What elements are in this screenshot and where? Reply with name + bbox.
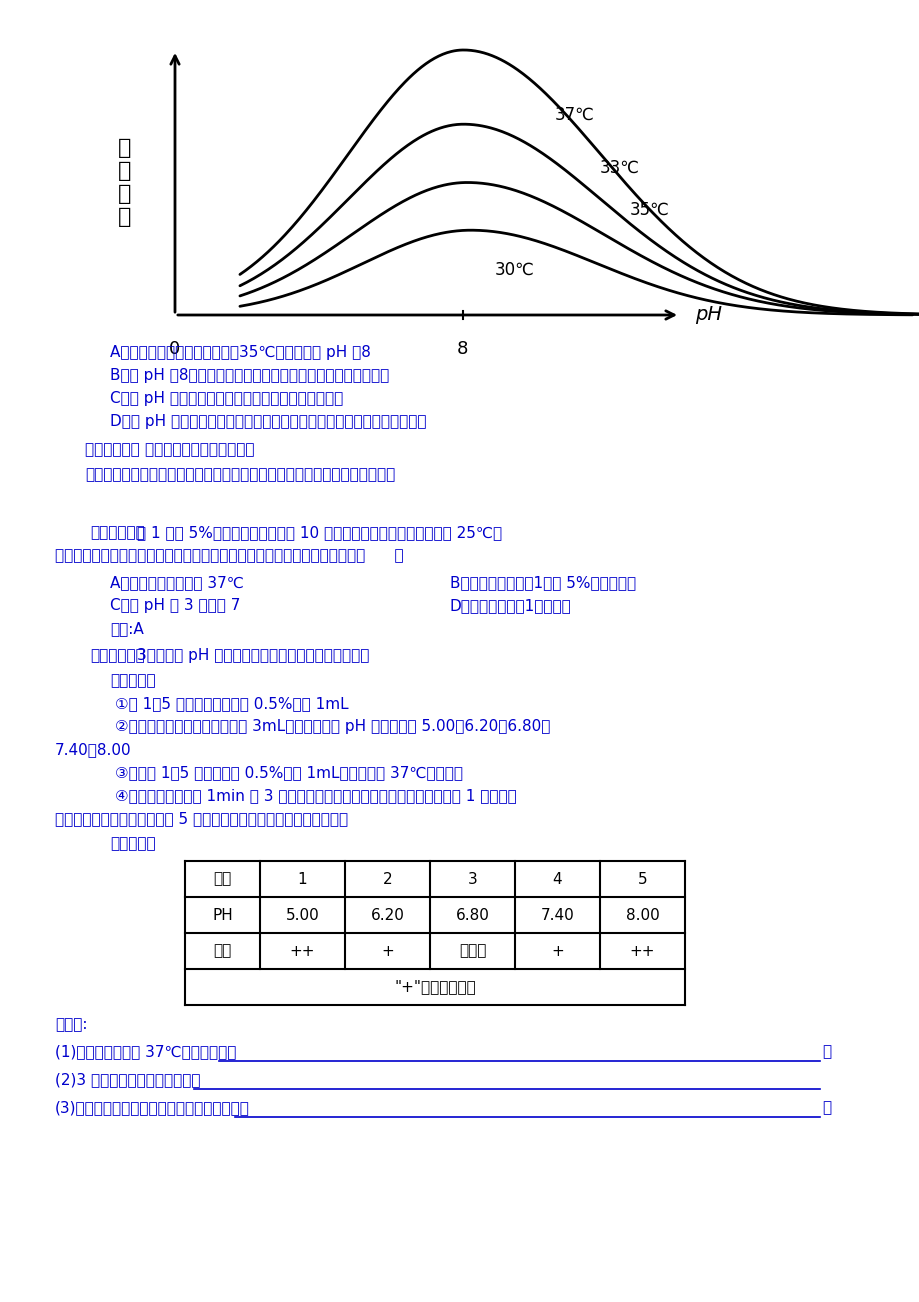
Text: C．随 pH 升高，该酶催化反应的最适温度也逐渐升高: C．随 pH 升高，该酶催化反应的最适温度也逐渐升高: [110, 391, 343, 406]
Text: pH: pH: [694, 306, 721, 324]
Text: ++: ++: [289, 944, 315, 958]
Text: 3、为验证 pH 对唾液淀粉酶活性的影响，实验如下：: 3、为验证 pH 对唾液淀粉酶活性的影响，实验如下：: [137, 648, 369, 663]
Text: 【经典回眸】: 【经典回眸】: [90, 525, 144, 540]
Text: 小组讨论回答下列问题：在探究影响酶活性的条件实验中的注意事项有哪些？: 小组讨论回答下列问题：在探究影响酶活性的条件实验中的注意事项有哪些？: [85, 467, 395, 482]
Text: ②再向试管中加入相应的缓冲液 3mL，使试管中的 pH 依次稳定在 5.00、6.20、6.80、: ②再向试管中加入相应的缓冲液 3mL，使试管中的 pH 依次稳定在 5.00、6…: [115, 719, 550, 734]
Text: 答案:A: 答案:A: [110, 621, 143, 635]
Text: 7.40: 7.40: [540, 907, 573, 923]
Text: 0: 0: [169, 340, 180, 358]
Text: ++: ++: [630, 944, 654, 958]
Text: 6.80: 6.80: [455, 907, 489, 923]
Text: ①在 1～5 号试管中分别加入 0.5%淀粉 1mL: ①在 1～5 号试管中分别加入 0.5%淀粉 1mL: [115, 697, 348, 711]
Text: 【变式训练】: 【变式训练】: [90, 648, 144, 663]
Text: 6.20: 6.20: [370, 907, 404, 923]
Text: 编号: 编号: [213, 871, 232, 887]
Text: 将 1 毫升 5%的胃液溶液倒入装有 10 毫升蛋白质胶体的试管内，置于 25℃的: 将 1 毫升 5%的胃液溶液倒入装有 10 毫升蛋白质胶体的试管内，置于 25℃…: [137, 525, 502, 540]
Text: 1: 1: [298, 871, 307, 887]
Text: 反
应
速
率: 反 应 速 率: [119, 138, 131, 228]
Text: 请回答:: 请回答:: [55, 1017, 87, 1032]
Text: ？: ？: [821, 1100, 830, 1115]
Text: (3)如果反应速度太快，应对唾液做怎样的调整: (3)如果反应速度太快，应对唾液做怎样的调整: [55, 1100, 250, 1115]
Text: 5: 5: [637, 871, 647, 887]
Text: +: +: [380, 944, 393, 958]
Text: "+"表示蓝色程度: "+"表示蓝色程度: [393, 979, 475, 995]
Text: PH: PH: [212, 907, 233, 923]
Text: 结果: 结果: [213, 944, 232, 958]
Text: 35℃: 35℃: [630, 201, 669, 219]
Text: 8.00: 8.00: [625, 907, 659, 923]
Text: 2: 2: [382, 871, 391, 887]
Text: 操作步骤：: 操作步骤：: [110, 673, 155, 687]
Text: 5.00: 5.00: [285, 907, 319, 923]
Text: A．把实验温度提高到 37℃: A．把实验温度提高到 37℃: [110, 575, 244, 590]
Text: B．在试管内再加入1毫升 5%的胃液溶液: B．在试管内再加入1毫升 5%的胃液溶液: [449, 575, 635, 590]
Text: 33℃: 33℃: [599, 159, 640, 177]
Text: ③分别向 1～5 试管中加入 0.5%唾液 1mL，然后进行 37℃恒温水浴: ③分别向 1～5 试管中加入 0.5%唾液 1mL，然后进行 37℃恒温水浴: [115, 766, 462, 780]
Text: C．将 pH 由 3 调节为 7: C．将 pH 由 3 调节为 7: [110, 598, 240, 613]
Text: 问题探讨三、 探究影响酶活性的条件实验: 问题探讨三、 探究影响酶活性的条件实验: [85, 441, 255, 457]
Text: 30℃: 30℃: [494, 260, 534, 279]
Text: +: +: [550, 944, 563, 958]
Text: (1)实验过程中选择 37℃恒温的原因是: (1)实验过程中选择 37℃恒温的原因是: [55, 1044, 236, 1059]
Text: 色，待呈橙黄色时，立即取出 5 支试管，加碘液显色并比色记录结果。: 色，待呈橙黄色时，立即取出 5 支试管，加碘液显色并比色记录结果。: [55, 811, 347, 825]
Text: ？: ？: [821, 1044, 830, 1059]
Text: ④反应过程中，每隔 1min 从 3 号试管中取出一滴反应液，滴在比色板上，加 1 滴碘液显: ④反应过程中，每隔 1min 从 3 号试管中取出一滴反应液，滴在比色板上，加 …: [115, 788, 516, 803]
Text: D．在试管内加入1毫升唾液: D．在试管内加入1毫升唾液: [449, 598, 571, 613]
Text: 37℃: 37℃: [554, 105, 594, 124]
Text: 7.40、8.00: 7.40、8.00: [55, 742, 131, 756]
Text: 结果如下：: 结果如下：: [110, 836, 155, 852]
Text: 4: 4: [552, 871, 562, 887]
Text: (2)3 号试管加碘液呈橙黄色说明: (2)3 号试管加碘液呈橙黄色说明: [55, 1072, 200, 1087]
Text: 8: 8: [457, 340, 468, 358]
Text: 橙黄色: 橙黄色: [459, 944, 485, 958]
Text: B．当 pH 为8时，影响反应速率的主要因素是底物浓度和酶浓度: B．当 pH 为8时，影响反应速率的主要因素是底物浓度和酶浓度: [110, 368, 389, 383]
Text: D．当 pH 为任何一固定值时，实验结果都可以证明温度对反应速率的影响: D．当 pH 为任何一固定值时，实验结果都可以证明温度对反应速率的影响: [110, 414, 426, 428]
Text: 3: 3: [467, 871, 477, 887]
Text: 温水中水浴，研究其对蛋白质的消化情况。下列各方法中能提高酶活性的是（      ）: 温水中水浴，研究其对蛋白质的消化情况。下列各方法中能提高酶活性的是（ ）: [55, 548, 403, 562]
Text: A．该酶催化反应的最适温度为35℃左右，最适 pH 为8: A．该酶催化反应的最适温度为35℃左右，最适 pH 为8: [110, 345, 370, 359]
